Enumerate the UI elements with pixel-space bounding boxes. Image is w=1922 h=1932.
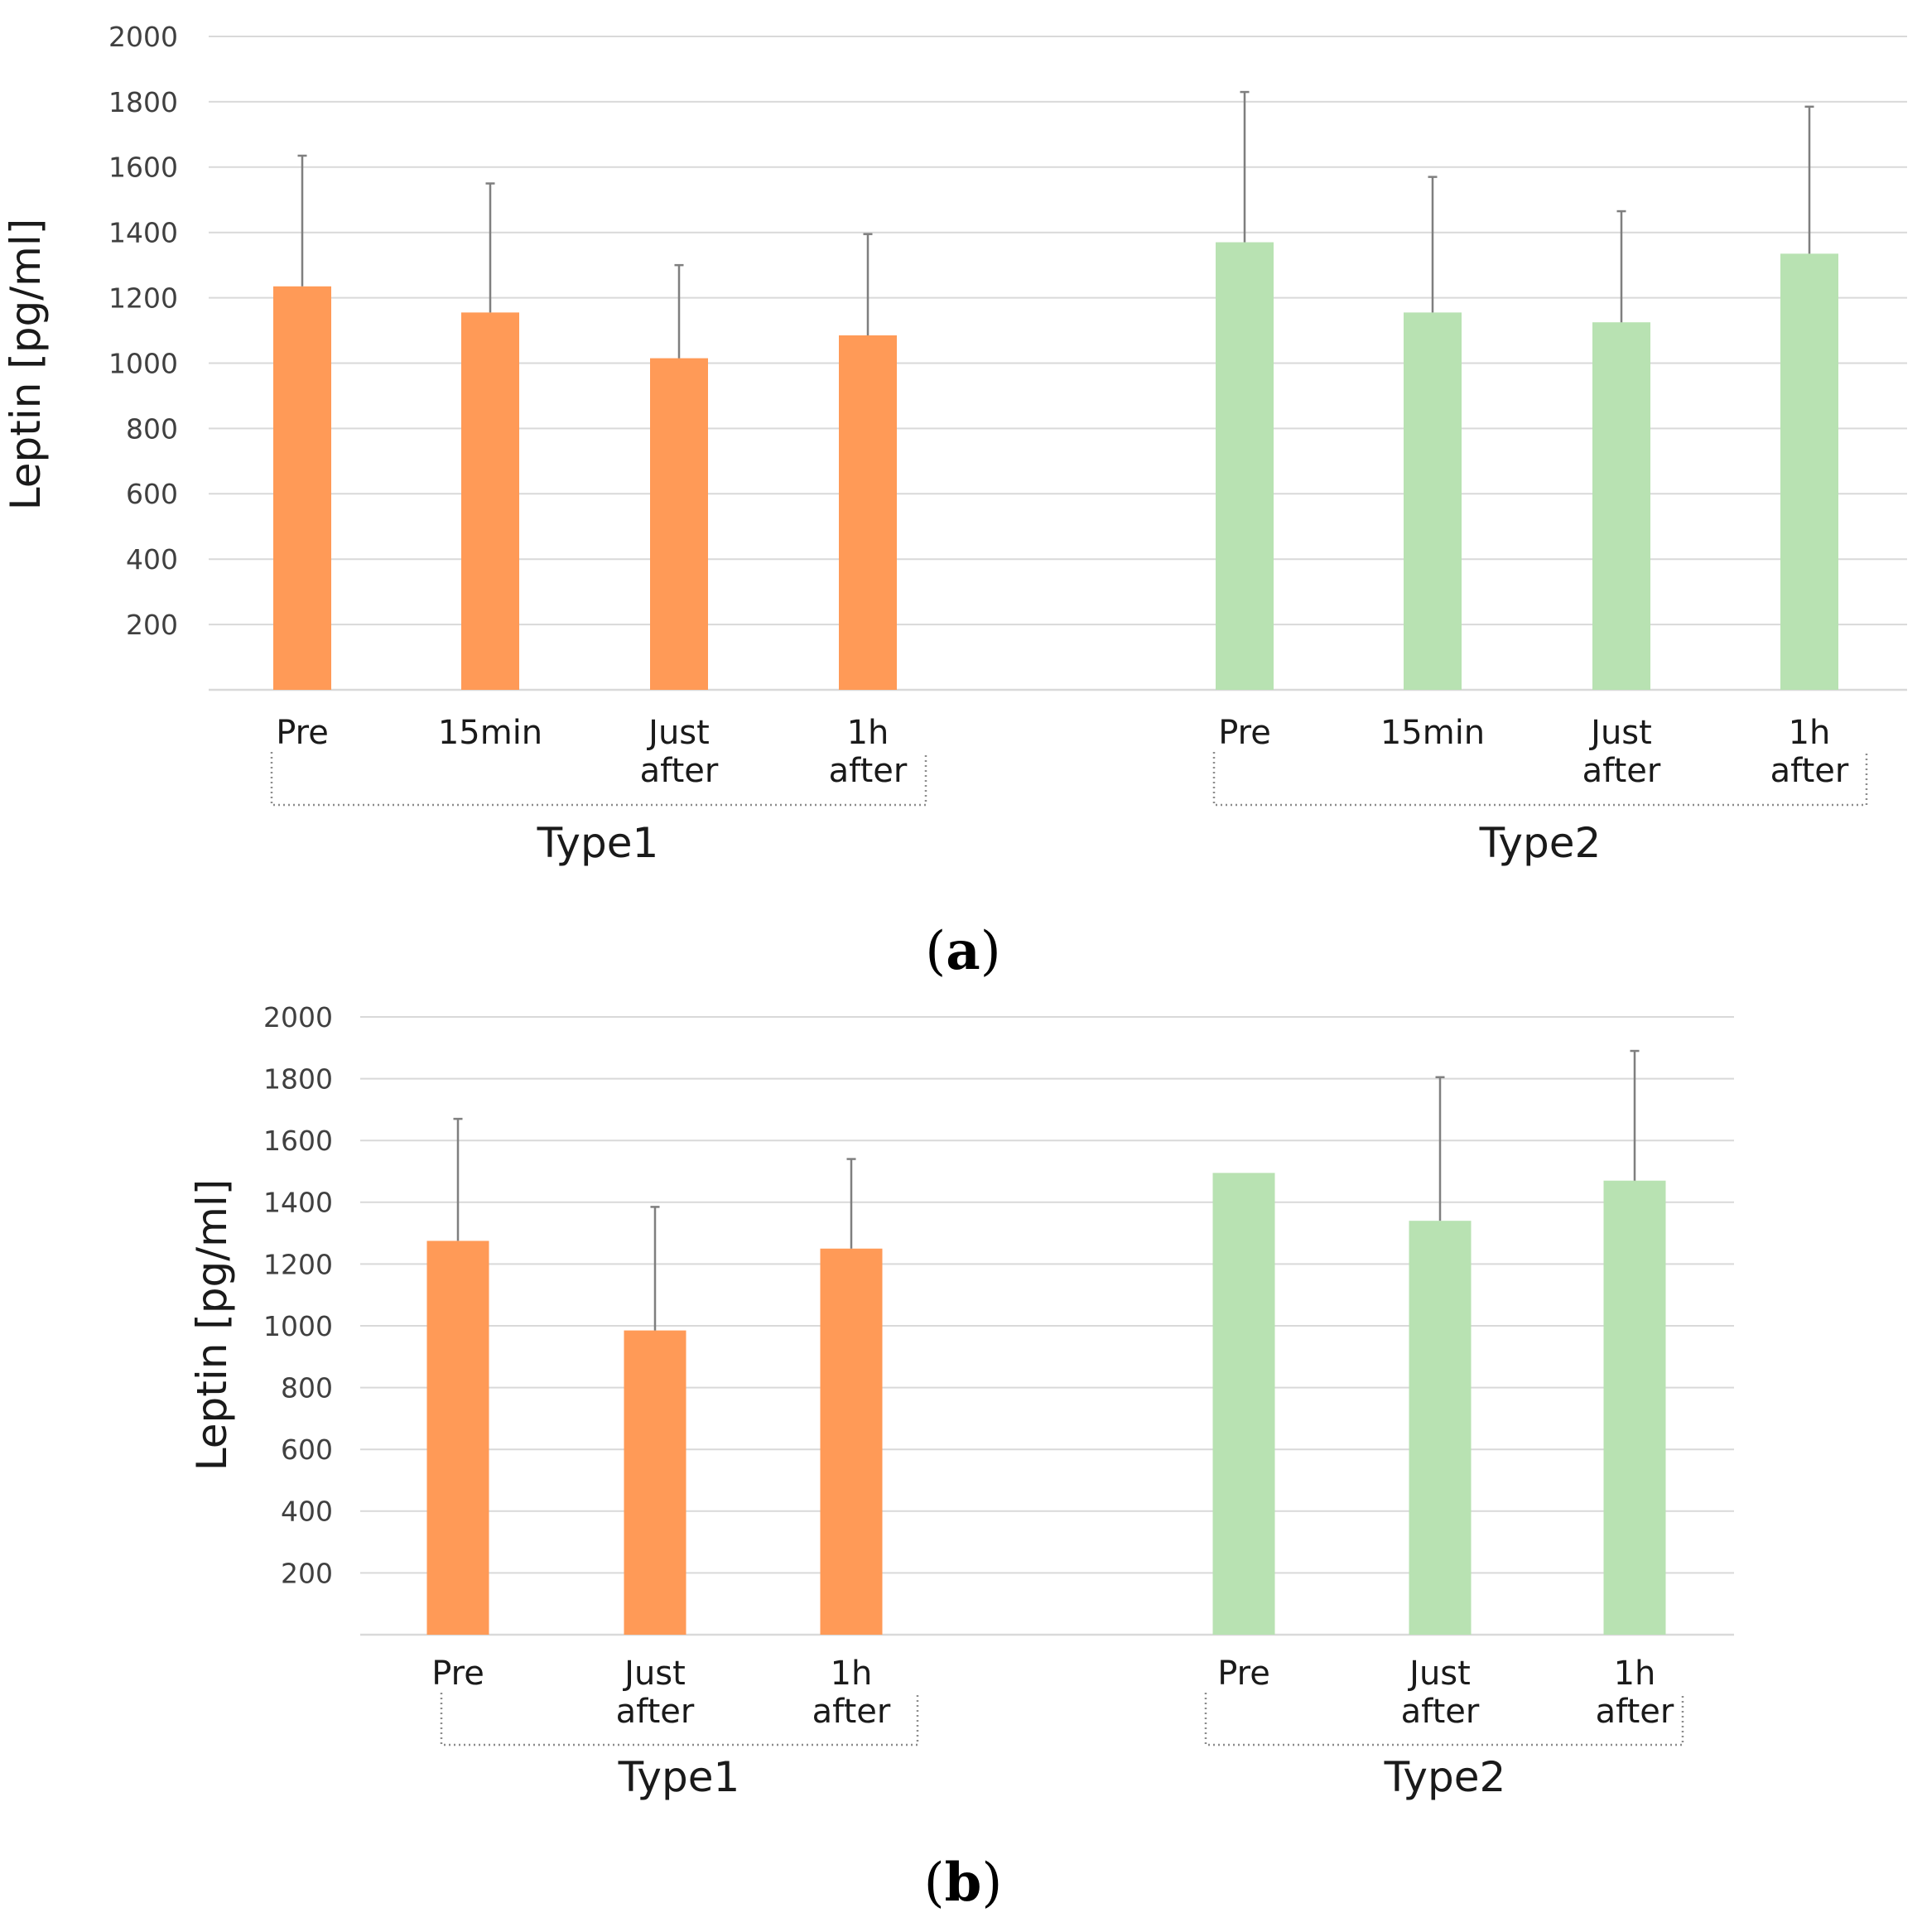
panel-label-paren-open: ( [925,921,946,982]
y-tick-label: 1200 [108,282,178,314]
category-label-line: after [1770,752,1849,790]
y-tick-label: 1000 [108,347,178,379]
panel-label-paren-open: ( [924,1853,945,1914]
bar [624,1330,686,1635]
category-label: 15min [1380,714,1485,752]
category-label: 1h after [812,1655,891,1731]
bar [1212,1173,1275,1635]
category-label-line: Just [1588,714,1652,752]
bar [1409,1221,1472,1635]
bar [461,312,519,690]
y-tick-label: 600 [281,1433,333,1466]
group-bracket [440,1693,919,1747]
category-label-line: Just [622,1655,686,1693]
category-label-line: Pre [1218,714,1271,752]
category-label-line: Pre [1217,1655,1270,1693]
category-label: Pre [431,1655,484,1693]
category-label-line: after [640,752,719,790]
category-label-line: after [812,1693,891,1731]
y-tick-label: 1800 [108,86,178,118]
y-tick-label: 800 [126,412,178,445]
bar [1603,1180,1666,1635]
group-label: Type1 [618,1753,740,1801]
category-label-line: Just [1407,1655,1471,1693]
group-bracket [1212,752,1868,807]
category-label-line: Pre [276,714,329,752]
category-label-line: 15min [438,714,542,752]
category-label: Pre [1218,714,1271,752]
category-label: 1h after [1770,714,1849,790]
panel-label-letter: b [945,1852,982,1914]
y-tick-label: 200 [126,609,178,641]
category-label-line: 1h [847,714,889,752]
category-label-line: 1h [1614,1655,1656,1693]
category-label-line: 15min [1380,714,1485,752]
category-label-line: after [1596,1693,1674,1731]
chart-panel-a: 200 400 600 800 1000 1200 1400 1600 1800 2000 Lept… [2,21,1907,982]
category-label-line: after [1401,1693,1480,1731]
category-label: 1h after [1596,1655,1674,1731]
y-axis-label: Leptin [pg/ml] [188,1179,236,1472]
category-label-line: after [829,752,908,790]
category-label-line: after [616,1693,695,1731]
bar [1404,312,1462,690]
category-label: 15min [438,714,542,752]
category-label-line: 1h [831,1655,873,1693]
panel-label: (b) [924,1852,1003,1914]
category-label: Just after [616,1655,695,1731]
y-tick-label: 200 [281,1557,333,1589]
y-tick-label: 1400 [263,1187,333,1219]
y-tick-label: 400 [126,543,178,576]
bar [426,1241,489,1635]
group-label: Type2 [1384,1753,1506,1801]
bar [273,286,331,690]
gridlines [360,1016,1734,1574]
y-tick-label: 2000 [263,1001,333,1033]
y-tick-label: 1200 [263,1248,333,1280]
group-label: Type1 [537,819,659,867]
panel-label: (a) [925,920,1000,982]
bar [1592,322,1650,690]
panel-label-paren-close: ) [980,921,1001,982]
category-label: Pre [276,714,329,752]
y-tick-label: 1800 [263,1062,333,1095]
category-label-line: after [1582,752,1661,790]
category-label-line: Just [646,714,710,752]
panel-label-letter: a [946,920,980,982]
bar [1216,242,1274,690]
y-axis-label: Leptin [pg/ml] [2,219,50,511]
chart-panel-b: 200 400 600 800 1000 1200 1400 1600 1800 2000 Lept… [188,1001,1734,1914]
category-label-line: 1h [1789,714,1831,752]
y-tick-label: 1400 [108,217,178,249]
bar [1780,253,1838,690]
panel-label-paren-close: ) [981,1853,1002,1914]
y-tick-label: 800 [281,1371,333,1404]
bar [650,358,708,690]
y-tick-label: 2000 [108,21,178,53]
category-label: Pre [1217,1655,1270,1693]
group-bracket [1204,1693,1684,1747]
bar [839,335,897,690]
y-tick-label: 1600 [108,152,178,184]
category-label: 1h after [829,714,908,790]
category-label: Just after [1401,1655,1480,1731]
y-tick-label: 600 [126,478,178,510]
group-label: Type2 [1479,819,1602,867]
group-bracket [270,752,927,807]
category-label: Just after [640,714,719,790]
y-tick-label: 1600 [263,1125,333,1157]
category-label-line: Pre [431,1655,484,1693]
y-tick-label: 1000 [263,1310,333,1342]
bar [820,1248,883,1635]
y-tick-label: 400 [281,1496,333,1528]
category-label: Just after [1582,714,1661,790]
